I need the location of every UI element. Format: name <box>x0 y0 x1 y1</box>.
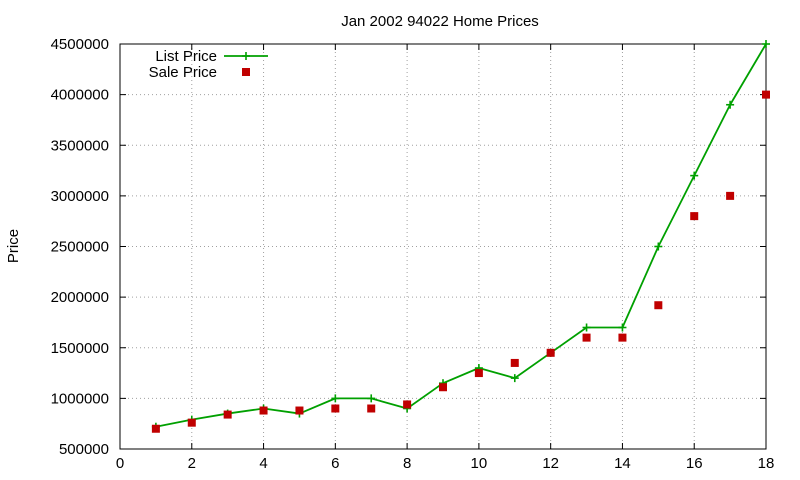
sale-price-point <box>474 369 483 378</box>
sale-price-point <box>223 410 232 419</box>
y-tick-label: 1500000 <box>51 340 109 357</box>
y-tick-label: 2500000 <box>51 239 109 256</box>
series <box>151 40 770 433</box>
sale-price-point <box>187 418 196 427</box>
y-tick-label: 500000 <box>59 441 109 458</box>
x-tick-label: 18 <box>758 455 775 472</box>
list-price-point <box>510 374 519 383</box>
y-tick-label: 2000000 <box>51 289 109 306</box>
x-tick-label: 14 <box>614 455 631 472</box>
sale-price-point <box>690 212 699 221</box>
x-tick-label: 12 <box>542 455 559 472</box>
x-tick-label: 16 <box>686 455 703 472</box>
list-price-point <box>618 323 627 332</box>
y-tick-label: 4000000 <box>51 87 109 104</box>
list-price-point <box>582 323 591 332</box>
sale-price-point <box>618 333 627 342</box>
sale-price-point <box>403 400 412 409</box>
sale-price-point <box>439 383 447 392</box>
sale-price-point <box>582 333 591 342</box>
legend-label-sale-price: Sale Price <box>149 64 217 81</box>
sale-price-point <box>510 358 519 367</box>
sale-price-point <box>546 348 555 357</box>
sale-price-point <box>654 301 663 310</box>
x-tick-label: 10 <box>471 455 488 472</box>
x-tick-label: 6 <box>331 455 339 472</box>
x-tick-label: 0 <box>116 455 124 472</box>
list-price-point <box>367 394 376 403</box>
y-tick-label: 3500000 <box>51 137 109 154</box>
list-price-point <box>331 394 340 403</box>
sale-price-point <box>331 404 340 413</box>
sale-price-point <box>295 406 304 415</box>
list-price-point <box>654 242 663 251</box>
sale-price-point <box>367 404 376 413</box>
sale-price-point <box>259 406 268 415</box>
y-tick-label: 4500000 <box>51 36 109 53</box>
x-tick-label: 4 <box>259 455 267 472</box>
legend-swatch-list-price-marker <box>242 52 250 60</box>
legend: List Price Sale Price <box>149 48 268 81</box>
chart-title: Jan 2002 94022 Home Prices <box>341 13 539 30</box>
sale-price-point <box>726 191 735 200</box>
y-tick-label: 1000000 <box>51 390 109 407</box>
legend-label-list-price: List Price <box>155 48 217 65</box>
list-price-point <box>762 40 770 48</box>
y-tick-label: 3000000 <box>51 188 109 205</box>
list-price-line <box>155 43 767 428</box>
x-tick-label: 8 <box>403 455 411 472</box>
list-price-point <box>726 100 735 109</box>
tick-labels: 0 2 4 6 8 10 12 14 16 18 500000 1000000 1500000 20000… <box>51 36 775 472</box>
x-tick-label: 2 <box>188 455 196 472</box>
list-price-point <box>690 171 699 180</box>
sale-price-point <box>151 424 160 433</box>
legend-swatch-sale-price <box>242 68 250 76</box>
sale-price-point <box>762 90 770 99</box>
y-axis-label: Price <box>5 229 22 263</box>
